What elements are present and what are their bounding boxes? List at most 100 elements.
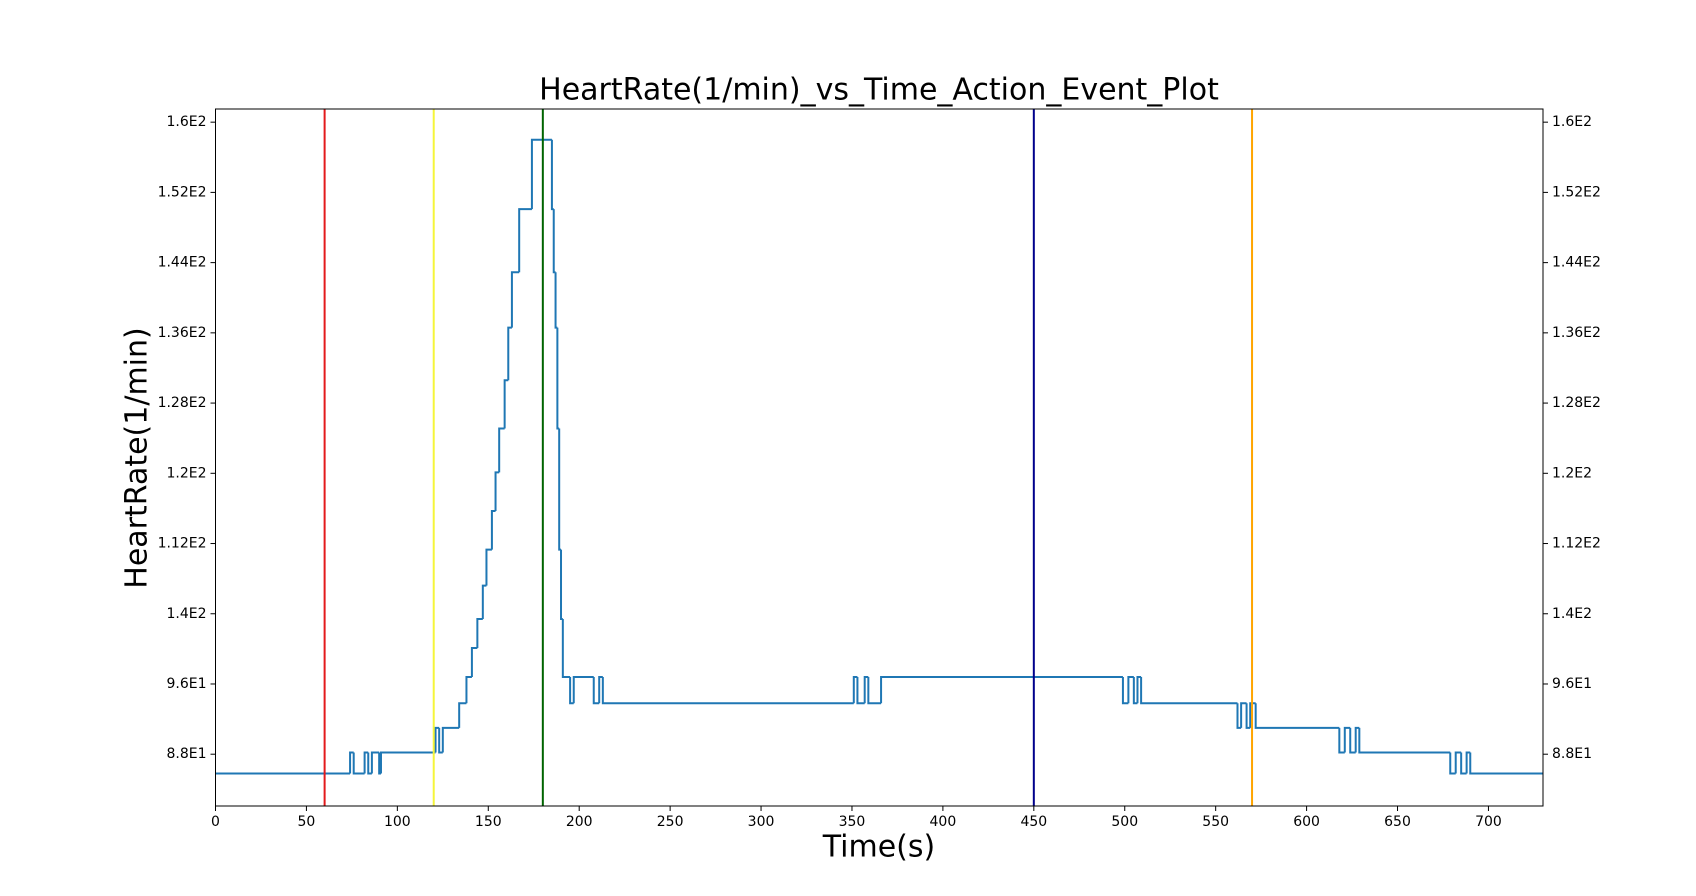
line-step: [367, 752, 372, 775]
line-step: [1338, 727, 1345, 754]
x-tick-label: 350: [839, 814, 866, 830]
x-tick-label: 300: [748, 814, 775, 830]
line-step: [863, 675, 869, 704]
y-tick-label-right: 1.6E2: [1552, 114, 1592, 130]
x-tick-label: 150: [475, 814, 502, 830]
line-step: [592, 676, 600, 705]
y-tick-label-right: 1.12E2: [1552, 536, 1601, 552]
y-tick-label: 1.44E2: [158, 255, 207, 271]
x-tick-label: 450: [1020, 814, 1047, 830]
y-tick-label: 1.12E2: [158, 536, 207, 552]
line-step: [510, 271, 520, 328]
line-step: [352, 752, 365, 775]
line-step: [465, 675, 472, 704]
x-tick-label: 600: [1293, 814, 1320, 830]
x-tick-label: 50: [298, 814, 316, 830]
line-step: [1249, 702, 1256, 728]
y-tick-label-right: 1.44E2: [1552, 255, 1601, 271]
line-step: [507, 326, 512, 381]
y-tick-label: 1.28E2: [158, 395, 207, 411]
y-tick-label: 1.52E2: [158, 184, 207, 200]
plot-frame: [215, 108, 1544, 807]
y-tick-label-right: 1.4E2: [1552, 606, 1592, 622]
line-step: [1343, 726, 1351, 753]
y-tick-label-right: 1.2E2: [1552, 465, 1592, 481]
y-tick-label-right: 1.28E2: [1552, 395, 1601, 411]
line-step: [558, 428, 562, 551]
x-tick-label: 400: [930, 814, 957, 830]
line-step: [1127, 675, 1134, 704]
line-step: [1236, 703, 1242, 729]
y-tick-label-right: 8.8E1: [1552, 746, 1592, 762]
line-step: [1254, 703, 1340, 729]
line-step: [441, 726, 460, 753]
line-step: [458, 702, 467, 728]
line-step: [560, 549, 563, 621]
x-tick-label: 250: [657, 814, 684, 830]
y-tick-label: 1.6E2: [166, 114, 206, 130]
line-step: [476, 618, 483, 648]
line-step: [550, 139, 554, 211]
chart-title: HeartRate(1/min)_vs_Time_Action_Event_Pl…: [539, 73, 1219, 108]
y-axis-label: HeartRate(1/min): [120, 327, 155, 588]
line-step: [363, 751, 369, 774]
line-step: [1465, 751, 1471, 774]
line-step: [1460, 752, 1467, 775]
x-axis-label: Time(s): [822, 830, 935, 865]
line-step: [1469, 752, 1543, 775]
y-tick-label-right: 1.52E2: [1552, 184, 1601, 200]
y-tick-label: 9.6E1: [166, 676, 206, 692]
line-step: [1245, 703, 1251, 729]
line-step: [379, 751, 436, 774]
line-step: [867, 676, 882, 705]
line-step: [1240, 702, 1247, 728]
line-step: [852, 675, 858, 704]
line-step: [601, 676, 854, 705]
line-step: [552, 209, 556, 274]
line-step: [1349, 727, 1356, 754]
line-step: [1454, 751, 1462, 774]
x-tick-label: 100: [384, 814, 411, 830]
line-step: [494, 471, 500, 512]
y-tick-label: 1.2E2: [166, 465, 206, 481]
line-step: [490, 510, 496, 550]
y-tick-label-right: 9.6E1: [1552, 676, 1592, 692]
x-tick-label: 700: [1475, 814, 1502, 830]
line-step: [880, 675, 1123, 704]
line-step: [1136, 675, 1142, 704]
y-tick-label-right: 1.36E2: [1552, 325, 1601, 341]
line-step: [485, 548, 492, 586]
line-step: [561, 619, 571, 678]
line-step: [569, 676, 574, 705]
line-step: [530, 138, 552, 210]
line-step: [1354, 726, 1360, 753]
line-step: [556, 327, 560, 430]
line-step: [598, 675, 603, 704]
line-step: [434, 726, 440, 753]
line-step: [1121, 676, 1129, 705]
line-step: [438, 727, 443, 754]
line-step: [1132, 676, 1138, 705]
line-step: [1358, 727, 1451, 754]
line-step: [481, 584, 487, 620]
line-step: [470, 646, 478, 677]
x-tick-label: 550: [1202, 814, 1229, 830]
line-step: [498, 427, 505, 473]
line-step: [1449, 752, 1456, 775]
line-step: [349, 751, 354, 774]
y-tick-label: 1.36E2: [158, 325, 207, 341]
line-step: [572, 675, 594, 704]
x-tick-label: 500: [1111, 814, 1138, 830]
y-tick-label: 1.4E2: [166, 606, 206, 622]
x-tick-label: 0: [211, 814, 220, 830]
line-step: [1140, 676, 1238, 705]
line-step: [518, 208, 532, 273]
line-step: [554, 272, 558, 329]
y-tick-label: 8.8E1: [166, 746, 206, 762]
x-tick-label: 650: [1384, 814, 1411, 830]
line-step: [856, 676, 865, 705]
line-step: [370, 751, 380, 774]
line-step: [503, 379, 509, 429]
x-tick-label: 200: [566, 814, 593, 830]
